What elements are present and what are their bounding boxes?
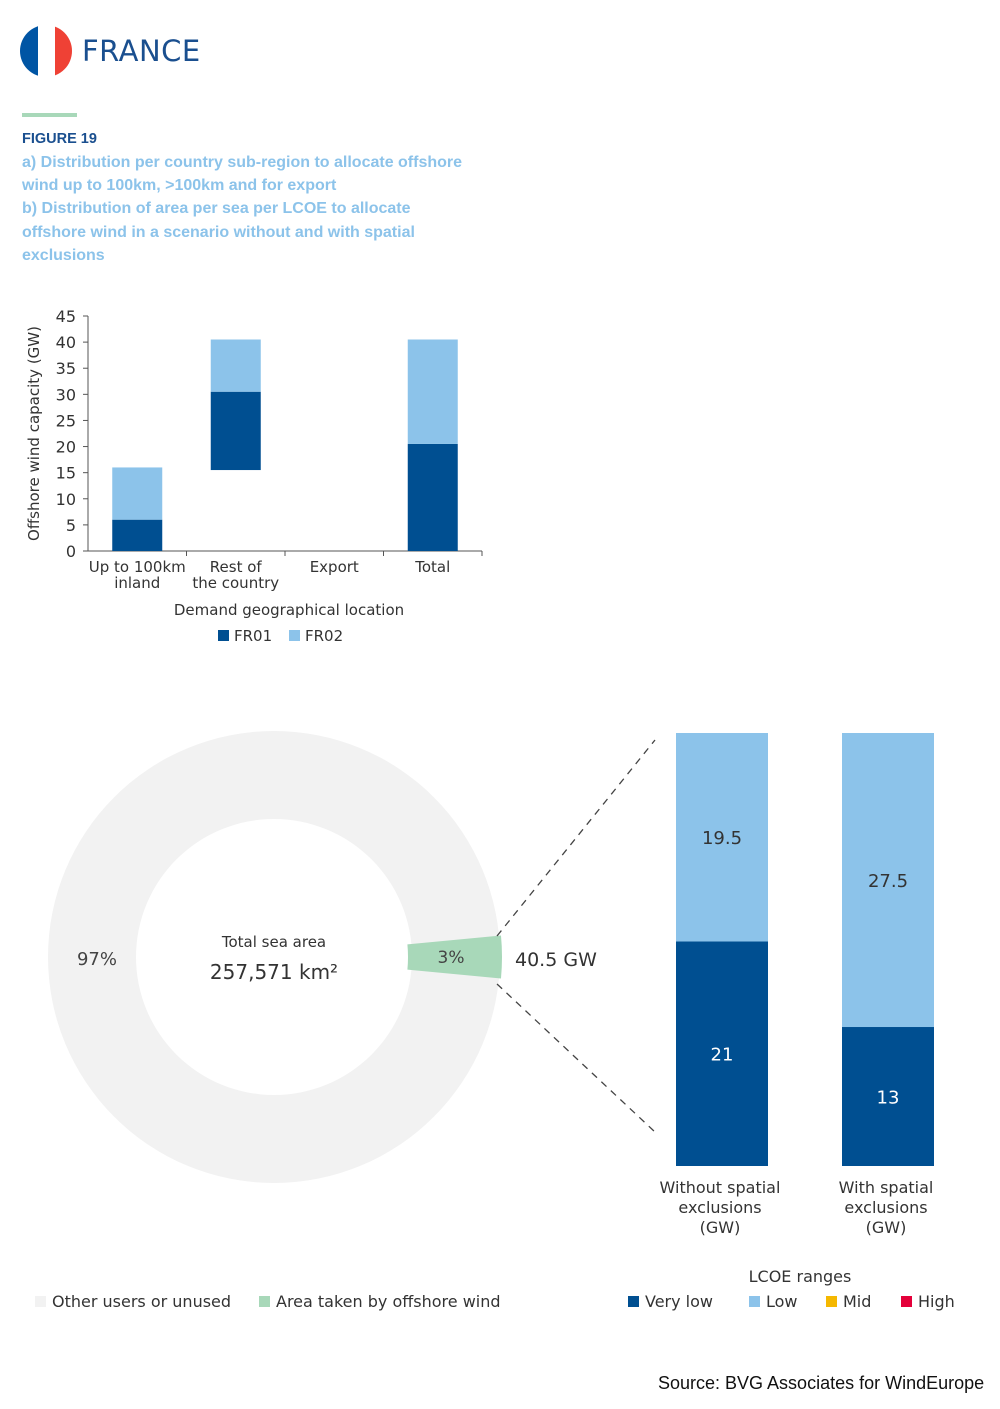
x-category-label: Export [310, 558, 359, 576]
bar-fr02 [112, 467, 163, 520]
y-axis-title: Offshore wind capacity (GW) [25, 326, 43, 541]
bar-value-label: 27.5 [868, 871, 908, 892]
callout-gw: 40.5 GW [515, 949, 597, 971]
legend-title-lcoe: LCOE ranges [749, 1267, 852, 1286]
y-tick-label: 45 [56, 307, 76, 326]
connector-line-bottom [496, 983, 656, 1133]
donut-label-97: 97% [77, 949, 117, 970]
legend-swatch-low [749, 1296, 760, 1307]
legend-swatch-fr01 [218, 630, 229, 641]
legend-label-high: High [918, 1292, 955, 1311]
bar-value-label: 21 [711, 1045, 734, 1066]
legend-label-offshore-wind: Area taken by offshore wind [276, 1292, 501, 1311]
legend-swatch-very-low [628, 1296, 639, 1307]
bar-value-label: 19.5 [702, 828, 742, 849]
bar-fr02 [407, 339, 458, 444]
bar-fr01 [112, 519, 163, 551]
bar-value-label: 13 [877, 1088, 900, 1109]
y-tick-label: 30 [56, 385, 76, 404]
donut-center-value: 257,571 km² [210, 960, 338, 984]
legend-swatch-high [901, 1296, 912, 1307]
connector-line-top [496, 739, 656, 937]
donut-slice-other-users [48, 731, 500, 1183]
y-tick-label: 15 [56, 464, 76, 483]
sea-area-lcoe-chart: 97% 3% Total sea area 257,571 km² 40.5 GW 21 1… [35, 731, 955, 1311]
legend-label-mid: Mid [843, 1292, 871, 1311]
figure-caption-line: exclusions [22, 247, 105, 264]
legend-swatch-fr02 [289, 630, 300, 641]
figure-caption-line: wind up to 100km, >100km and for export [22, 177, 337, 194]
x-category-label: Rest of [210, 558, 263, 576]
y-tick-label: 40 [56, 333, 76, 352]
legend-label-fr01: FR01 [234, 627, 272, 645]
y-tick-label: 20 [56, 438, 76, 457]
donut-slice-offshore-wind [407, 935, 502, 979]
bar-category-label: (GW) [700, 1218, 741, 1237]
bar-category-label: With spatial [839, 1178, 934, 1197]
x-category-label: Up to 100km [89, 558, 186, 576]
y-tick-label: 0 [66, 542, 76, 561]
bar-very-low [842, 1027, 934, 1166]
x-category-label: inland [114, 574, 160, 592]
legend-swatch-offshore-wind [259, 1296, 270, 1307]
france-flag-icon [20, 25, 72, 77]
figure-label: FIGURE 19 [22, 131, 97, 147]
source-note: Source: BVG Associates for WindEurope [658, 1373, 985, 1393]
y-tick-label: 25 [56, 411, 76, 430]
bar-category-label: exclusions [678, 1198, 761, 1217]
accent-divider [22, 113, 77, 117]
x-category-label: the country [192, 574, 279, 592]
bar-fr02 [210, 339, 261, 392]
donut-label-3: 3% [438, 948, 465, 968]
x-axis-title: Demand geographical location [174, 601, 404, 619]
legend-swatch-mid [826, 1296, 837, 1307]
bar-category-label: exclusions [844, 1198, 927, 1217]
bar-low [676, 733, 768, 942]
bar-very-low [676, 941, 768, 1166]
bar-category-label: (GW) [866, 1218, 907, 1237]
figure-caption-line: a) Distribution per country sub-region t… [22, 154, 463, 171]
figure-caption-line: offshore wind in a scenario without and … [22, 224, 415, 241]
bar-category-label: Without spatial [660, 1178, 781, 1197]
bar-fr01 [210, 391, 261, 471]
legend-label-other-users: Other users or unused [52, 1292, 231, 1311]
bar-low [842, 733, 934, 1028]
legend-label-fr02: FR02 [305, 627, 343, 645]
page-title: FRANCE [82, 34, 201, 68]
bar-fr01 [407, 443, 458, 551]
legend-swatch-other-users [35, 1296, 46, 1307]
y-tick-label: 10 [56, 490, 76, 509]
y-tick-label: 5 [66, 516, 76, 535]
figure-caption-line: b) Distribution of area per sea per LCOE… [22, 200, 411, 217]
y-tick-label: 35 [56, 359, 76, 378]
x-category-label: Total [414, 558, 450, 576]
donut-center-label: Total sea area [221, 933, 326, 951]
legend-label-very-low: Very low [645, 1292, 713, 1311]
legend-label-low: Low [766, 1292, 798, 1311]
